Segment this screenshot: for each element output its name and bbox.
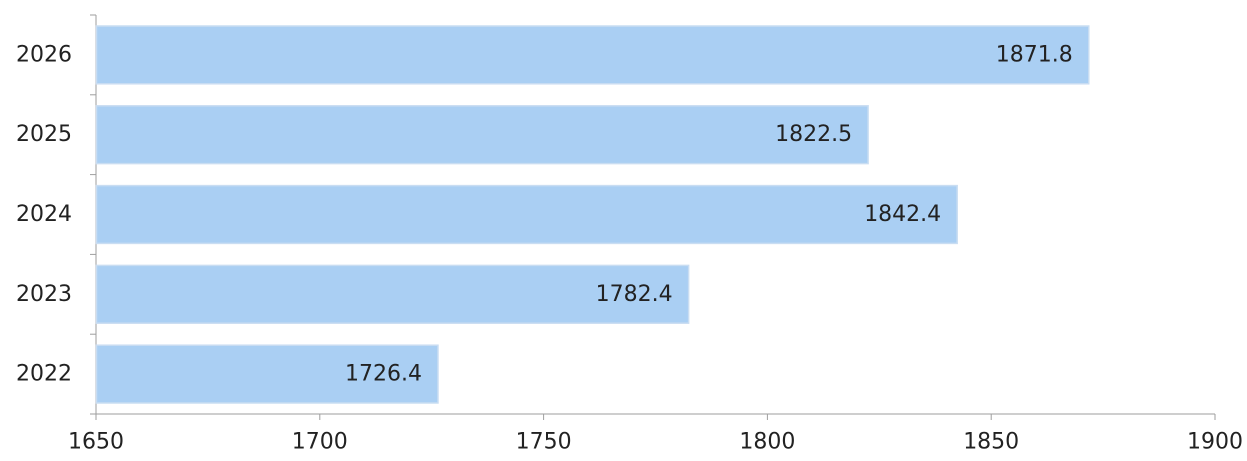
data-label-2024: 1842.4 xyxy=(864,202,941,227)
data-label-2026: 1871.8 xyxy=(996,42,1073,67)
data-label-2022: 1726.4 xyxy=(345,362,422,387)
x-tick-label: 1800 xyxy=(739,430,795,455)
y-tick-label: 2024 xyxy=(16,202,72,227)
bars xyxy=(95,25,1090,404)
y-axis: 2026 2025 2024 2023 2022 xyxy=(16,14,97,415)
data-labels: 1871.8 1822.5 1842.4 1782.4 1726.4 xyxy=(345,42,1073,386)
bar-2026 xyxy=(95,25,1090,85)
bar-2025 xyxy=(95,105,869,165)
bar-2024 xyxy=(95,184,958,245)
data-label-2023: 1782.4 xyxy=(596,282,673,307)
x-axis: 1650 1700 1750 1800 1850 1900 xyxy=(68,413,1243,455)
y-tick-label: 2026 xyxy=(16,42,72,67)
x-tick-label: 1750 xyxy=(516,430,572,455)
x-tick-label: 1900 xyxy=(1187,430,1243,455)
y-tick-label: 2023 xyxy=(16,282,72,307)
bar-2022 xyxy=(95,344,439,404)
y-tick-label: 2022 xyxy=(16,362,72,387)
x-tick-label: 1850 xyxy=(963,430,1019,455)
bar-2023 xyxy=(95,264,690,324)
y-tick-label: 2025 xyxy=(16,122,72,147)
data-label-2025: 1822.5 xyxy=(775,122,852,147)
x-tick-label: 1650 xyxy=(68,430,124,455)
x-tick-label: 1700 xyxy=(292,430,348,455)
